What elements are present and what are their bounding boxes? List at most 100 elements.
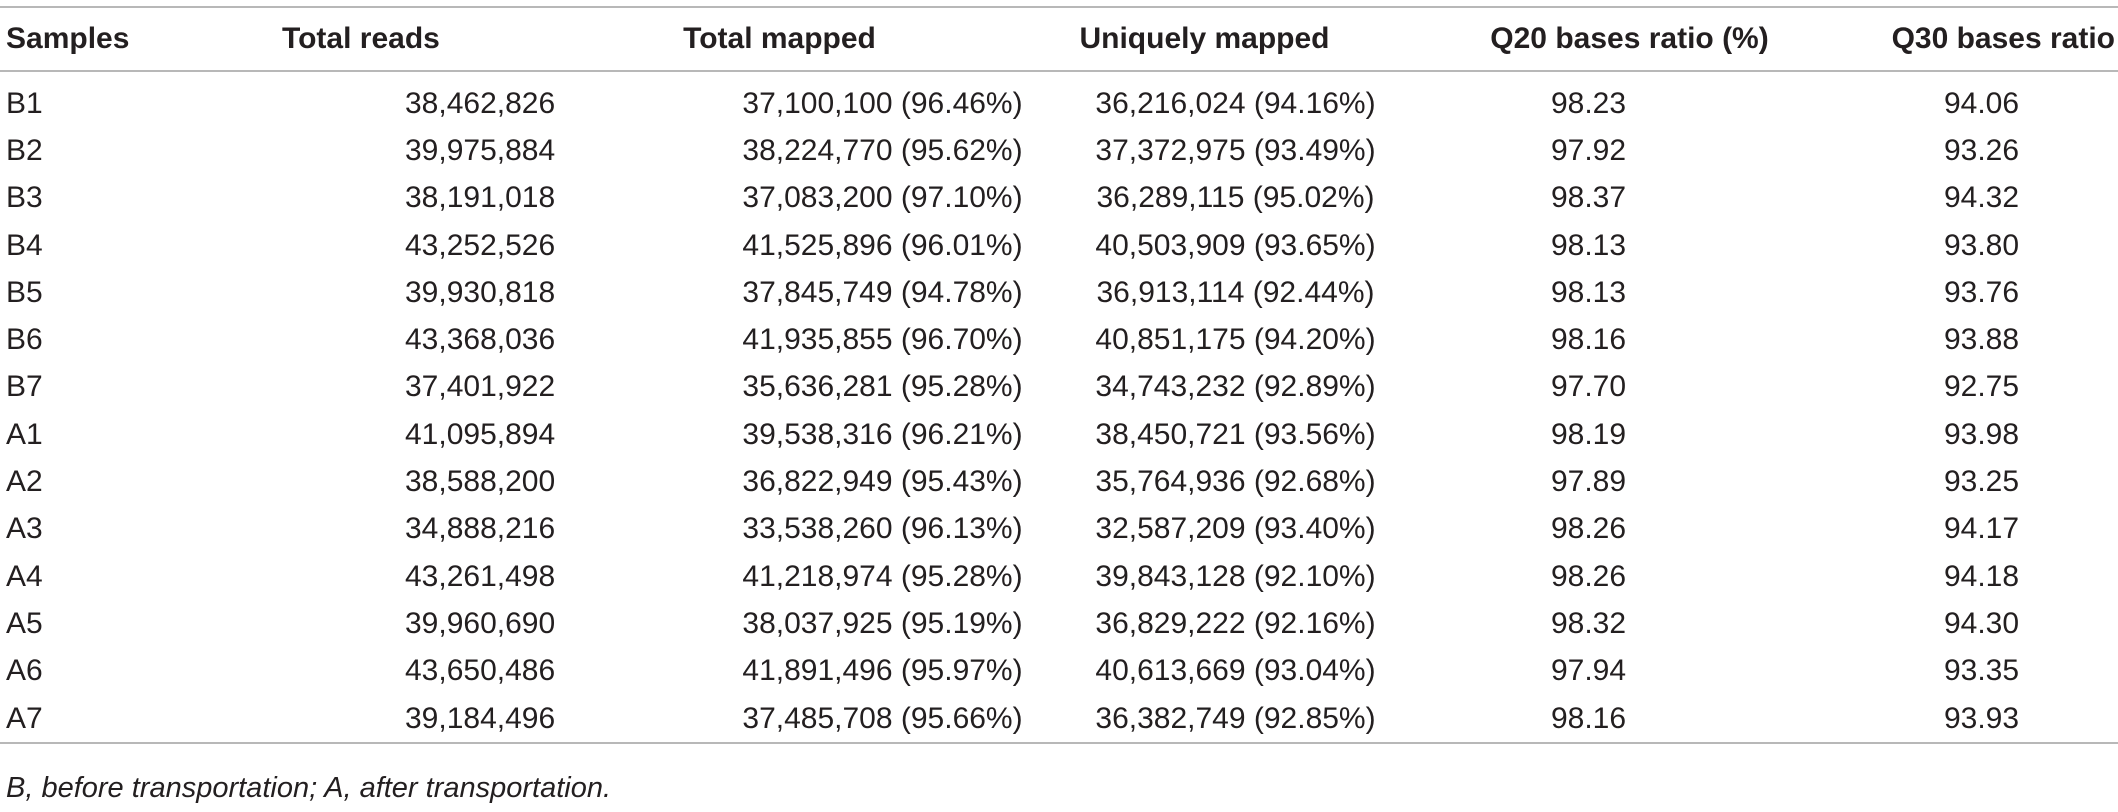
- cell-sample: A3: [6, 512, 43, 546]
- cell-q30-ratio: 92.75: [1943, 370, 2020, 404]
- cell-sample: A6: [6, 654, 43, 688]
- cell-uniquely-mapped: 36,216,024 (94.16%): [1095, 86, 1376, 120]
- cell-total-mapped: 41,525,896 (96.01%): [742, 228, 1023, 262]
- table-row: A5 39,960,690 38,037,925 (95.19%) 36,829,22…: [0, 600, 2118, 647]
- cell-total-reads: 39,960,690: [405, 606, 556, 640]
- cell-total-reads: 43,252,526: [405, 228, 556, 262]
- cell-sample: B5: [6, 275, 43, 309]
- cell-total-reads: 43,261,498: [405, 559, 556, 593]
- cell-sample: A4: [6, 559, 43, 593]
- cell-total-mapped: 38,224,770 (95.62%): [742, 133, 1023, 167]
- table-bottom-rule: [0, 742, 2118, 745]
- cell-q20-ratio: 98.32: [1550, 606, 1627, 640]
- cell-uniquely-mapped: 40,851,175 (94.20%): [1095, 323, 1376, 357]
- header-uniquely-mapped: Uniquely mapped: [1079, 22, 1330, 55]
- table-row: B7 37,401,922 35,636,281 (95.28%) 34,743,23…: [0, 364, 2118, 411]
- cell-q30-ratio: 93.76: [1943, 275, 2020, 309]
- cell-total-mapped: 37,845,749 (94.78%): [742, 275, 1023, 309]
- table-spacer-cell: [0, 72, 2118, 80]
- cell-q20-ratio: 98.37: [1550, 181, 1627, 215]
- cell-total-mapped: 37,100,100 (96.46%): [742, 86, 1023, 120]
- cell-q30-ratio: 94.17: [1943, 512, 2020, 546]
- table-row: A1 41,095,894 39,538,316 (96.21%) 38,450,72…: [0, 411, 2118, 458]
- table-row: A2 38,588,200 36,822,949 (95.43%) 35,764,93…: [0, 458, 2118, 505]
- table-row: B5 39,930,818 37,845,749 (94.78%) 36,913,11…: [0, 269, 2118, 316]
- table-row: A3 34,888,216 33,538,260 (96.13%) 32,587,20…: [0, 506, 2118, 553]
- cell-q20-ratio: 97.89: [1550, 465, 1627, 499]
- cell-total-mapped: 41,218,974 (95.28%): [742, 559, 1023, 593]
- cell-sample: A2: [6, 465, 43, 499]
- cell-sample: A5: [6, 606, 43, 640]
- cell-q30-ratio: 93.93: [1943, 701, 2020, 735]
- cell-q30-ratio: 94.06: [1943, 86, 2020, 120]
- cell-q20-ratio: 98.16: [1550, 323, 1627, 357]
- table-footnote: B, before transportation; A, after trans…: [6, 772, 612, 804]
- cell-q20-ratio: 98.13: [1550, 228, 1627, 262]
- cell-sample: B6: [6, 323, 43, 357]
- cell-sample: B1: [6, 86, 43, 120]
- cell-total-mapped: 38,037,925 (95.19%): [742, 606, 1023, 640]
- header-total-reads: Total reads: [282, 22, 440, 55]
- cell-uniquely-mapped: 32,587,209 (93.40%): [1095, 512, 1376, 546]
- table-spacer-row: [0, 72, 2118, 80]
- cell-sample: B7: [6, 370, 43, 404]
- cell-uniquely-mapped: 36,382,749 (92.85%): [1095, 701, 1376, 735]
- cell-uniquely-mapped: 35,764,936 (92.68%): [1095, 465, 1376, 499]
- cell-total-mapped: 37,083,200 (97.10%): [742, 181, 1023, 215]
- cell-uniquely-mapped: 37,372,975 (93.49%): [1095, 133, 1376, 167]
- table-row: A4 43,261,498 41,218,974 (95.28%) 39,843,12…: [0, 553, 2118, 600]
- table-top-rule: [0, 6, 2118, 8]
- cell-q20-ratio: 97.70: [1550, 370, 1627, 404]
- cell-total-reads: 37,401,922: [405, 370, 556, 404]
- cell-total-mapped: 37,485,708 (95.66%): [742, 701, 1023, 735]
- header-row: Samples Total reads Total mapped Uniquel…: [0, 8, 2118, 70]
- cell-q30-ratio: 93.80: [1943, 228, 2020, 262]
- table-row: B1 38,462,826 37,100,100 (96.46%) 36,216,02…: [0, 80, 2118, 127]
- cell-total-reads: 43,368,036: [405, 323, 556, 357]
- cell-uniquely-mapped: 40,613,669 (93.04%): [1095, 654, 1376, 688]
- table-row: A6 43,650,486 41,891,496 (95.97%) 40,613,66…: [0, 648, 2118, 695]
- cell-uniquely-mapped: 40,503,909 (93.65%): [1095, 228, 1376, 262]
- cell-q30-ratio: 93.26: [1943, 133, 2020, 167]
- cell-total-reads: 38,588,200: [405, 465, 556, 499]
- cell-sample: B2: [6, 133, 43, 167]
- table-body: B1 38,462,826 37,100,100 (96.46%) 36,216,02…: [0, 72, 2118, 742]
- cell-total-mapped: 39,538,316 (96.21%): [742, 417, 1023, 451]
- cell-uniquely-mapped: 38,450,721 (93.56%): [1095, 417, 1376, 451]
- cell-total-reads: 38,462,826: [405, 86, 556, 120]
- cell-uniquely-mapped: 36,829,222 (92.16%): [1095, 606, 1376, 640]
- cell-sample: A7: [6, 701, 43, 735]
- cell-sample: A1: [6, 417, 43, 451]
- cell-uniquely-mapped: 34,743,232 (92.89%): [1095, 370, 1376, 404]
- table-row: B4 43,252,526 41,525,896 (96.01%) 40,503,90…: [0, 222, 2118, 269]
- cell-total-reads: 38,191,018: [405, 181, 556, 215]
- cell-total-mapped: 41,935,855 (96.70%): [742, 323, 1023, 357]
- cell-sample: B4: [6, 228, 43, 262]
- table-row: A7 39,184,496 37,485,708 (95.66%) 36,382,74…: [0, 695, 2118, 742]
- cell-sample: B3: [6, 181, 43, 215]
- cell-total-reads: 41,095,894: [405, 417, 556, 451]
- cell-q20-ratio: 97.94: [1550, 654, 1627, 688]
- cell-q20-ratio: 98.19: [1550, 417, 1627, 451]
- header-total-mapped: Total mapped: [683, 22, 876, 55]
- data-table-container: Samples Total reads Total mapped Uniquel…: [0, 6, 2118, 745]
- table-header: Samples Total reads Total mapped Uniquel…: [0, 8, 2118, 70]
- cell-q30-ratio: 94.30: [1943, 606, 2020, 640]
- cell-uniquely-mapped: 36,913,114 (92.44%): [1096, 275, 1375, 309]
- cell-uniquely-mapped: 39,843,128 (92.10%): [1095, 559, 1376, 593]
- cell-total-reads: 34,888,216: [405, 512, 556, 546]
- table-header-rule: [0, 70, 2118, 72]
- header-samples: Samples: [6, 22, 130, 55]
- cell-total-mapped: 33,538,260 (96.13%): [742, 512, 1023, 546]
- cell-total-reads: 39,975,884: [405, 133, 556, 167]
- cell-q30-ratio: 93.35: [1943, 654, 2020, 688]
- cell-total-reads: 43,650,486: [405, 654, 556, 688]
- cell-q30-ratio: 94.32: [1943, 181, 2020, 215]
- cell-q30-ratio: 93.25: [1943, 465, 2020, 499]
- cell-q20-ratio: 98.23: [1550, 86, 1627, 120]
- cell-q30-ratio: 93.88: [1943, 323, 2020, 357]
- cell-q20-ratio: 98.26: [1550, 512, 1627, 546]
- cell-total-reads: 39,184,496: [405, 701, 556, 735]
- table-row: B3 38,191,018 37,083,200 (97.10%) 36,289,11…: [0, 175, 2118, 222]
- cell-total-reads: 39,930,818: [405, 275, 556, 309]
